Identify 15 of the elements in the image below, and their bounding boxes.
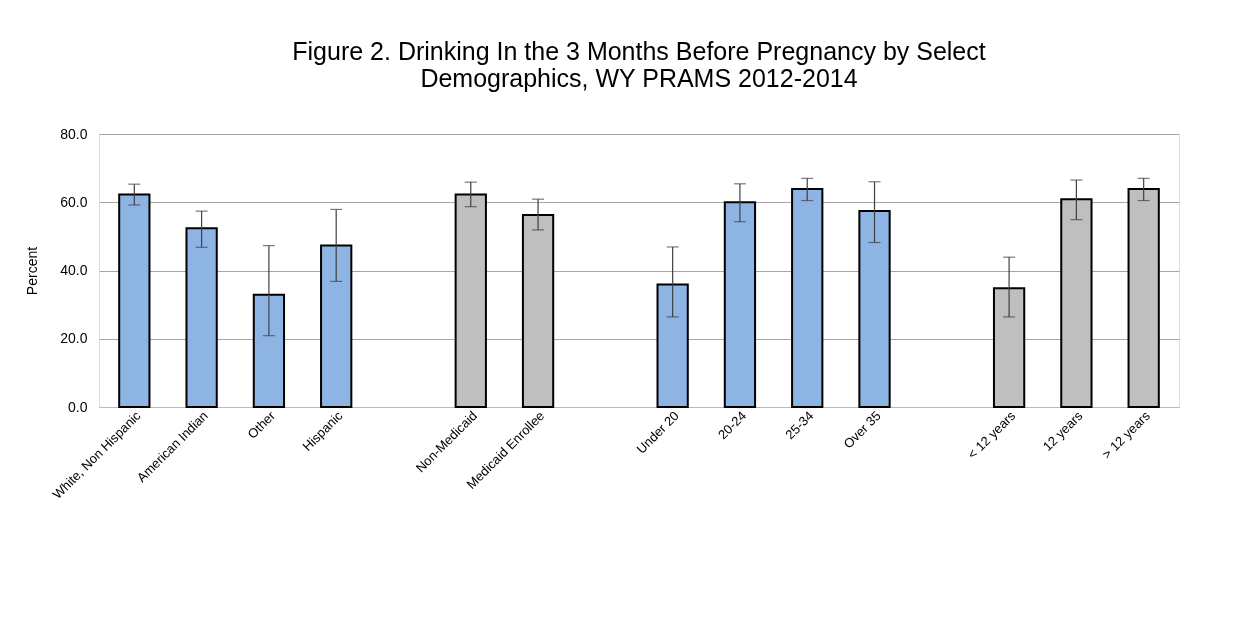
- bar: [252, 293, 286, 408]
- y-tick-label: 0.0: [68, 398, 88, 415]
- chart-title: Figure 2. Drinking In the 3 Months Before Pregnancy by Select Demographics, WY PRAMS 2012-2014: [292, 37, 986, 92]
- y-tick-label: 60.0: [60, 193, 88, 210]
- bar: [185, 227, 218, 408]
- y-axis-title: Percent: [24, 246, 41, 296]
- y-tick-label: 80.0: [60, 125, 88, 142]
- bar: [858, 210, 891, 408]
- bar: [656, 283, 689, 408]
- bar: [118, 193, 151, 408]
- bar: [791, 187, 824, 408]
- y-tick-label: 20.0: [60, 330, 88, 347]
- bar: [320, 244, 353, 408]
- bar: [723, 201, 757, 408]
- y-tick-label: 40.0: [60, 262, 88, 278]
